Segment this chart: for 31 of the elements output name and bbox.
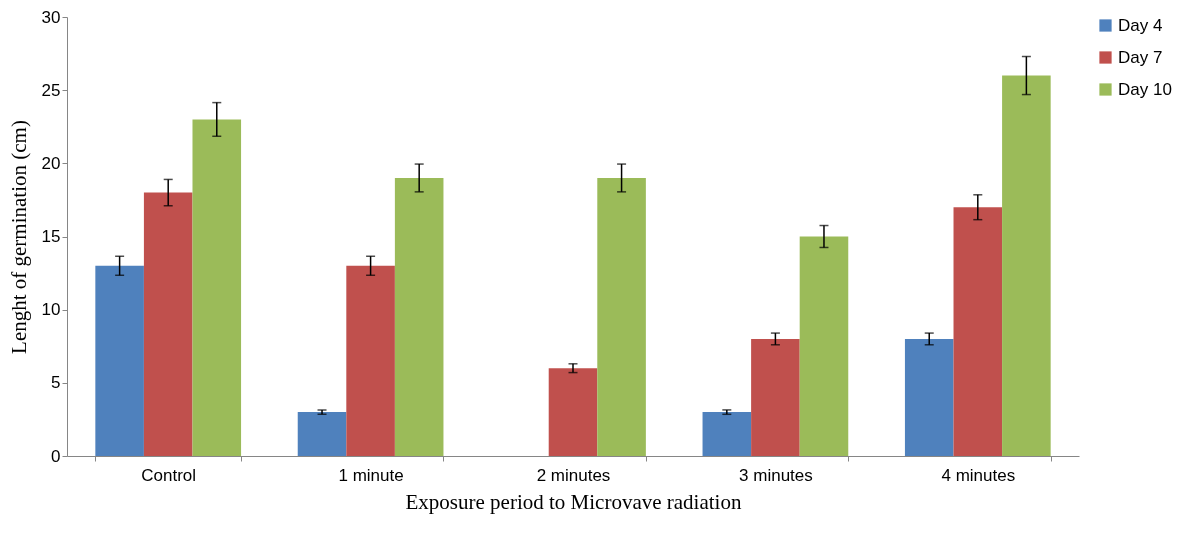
bar xyxy=(297,412,347,456)
bar xyxy=(904,338,954,456)
y-tick-label: 30 xyxy=(41,7,61,27)
y-tick-label: 0 xyxy=(51,446,61,466)
bar xyxy=(1002,75,1051,456)
y-tick-label: 20 xyxy=(41,153,61,173)
y-tick-label: 15 xyxy=(41,227,61,246)
x-tick-label: Control xyxy=(141,465,197,485)
bar xyxy=(192,119,242,456)
bar xyxy=(799,236,849,456)
y-tick-label: 25 xyxy=(41,80,61,100)
y-tick-label: 10 xyxy=(41,300,61,320)
bar xyxy=(751,338,800,456)
x-tick-label: 2 minutes xyxy=(536,465,611,485)
legend-label: Day 10 xyxy=(1118,79,1172,99)
y-tick-label: 5 xyxy=(51,373,61,393)
bar xyxy=(702,412,752,456)
y-axis-title: Lenght of germination (cm) xyxy=(6,120,31,354)
bar xyxy=(548,368,598,456)
bar xyxy=(143,192,193,456)
legend-label: Day 7 xyxy=(1118,47,1163,67)
x-axis-title: Exposure period to Microvave radiation xyxy=(405,489,742,514)
bar xyxy=(953,207,1003,456)
x-tick-label: 4 minutes xyxy=(941,465,1016,485)
bar xyxy=(597,177,646,456)
bar xyxy=(346,265,395,456)
x-tick-label: 3 minutes xyxy=(739,465,813,485)
x-tick-label: 1 minute xyxy=(338,465,404,485)
legend-label: Day 4 xyxy=(1118,15,1163,35)
bar xyxy=(394,177,444,456)
bar xyxy=(95,265,144,456)
